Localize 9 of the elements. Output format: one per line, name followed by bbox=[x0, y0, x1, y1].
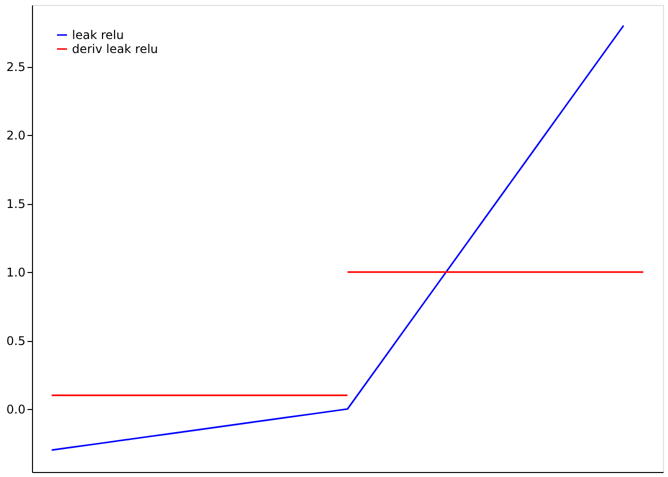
y-tick-label: 2.0 bbox=[6, 128, 26, 143]
y-tick-label: 1.5 bbox=[6, 197, 26, 212]
line-series bbox=[50, 24, 624, 451]
y-tick-label: 0.0 bbox=[6, 402, 26, 417]
legend-label: leak relu bbox=[72, 28, 124, 42]
legend-label: deriv leak relu bbox=[72, 42, 158, 56]
y-tick-label: 2.5 bbox=[6, 60, 26, 74]
y-tick-label: 0.5 bbox=[6, 334, 26, 348]
y-tick-label: 1.0 bbox=[6, 266, 26, 280]
